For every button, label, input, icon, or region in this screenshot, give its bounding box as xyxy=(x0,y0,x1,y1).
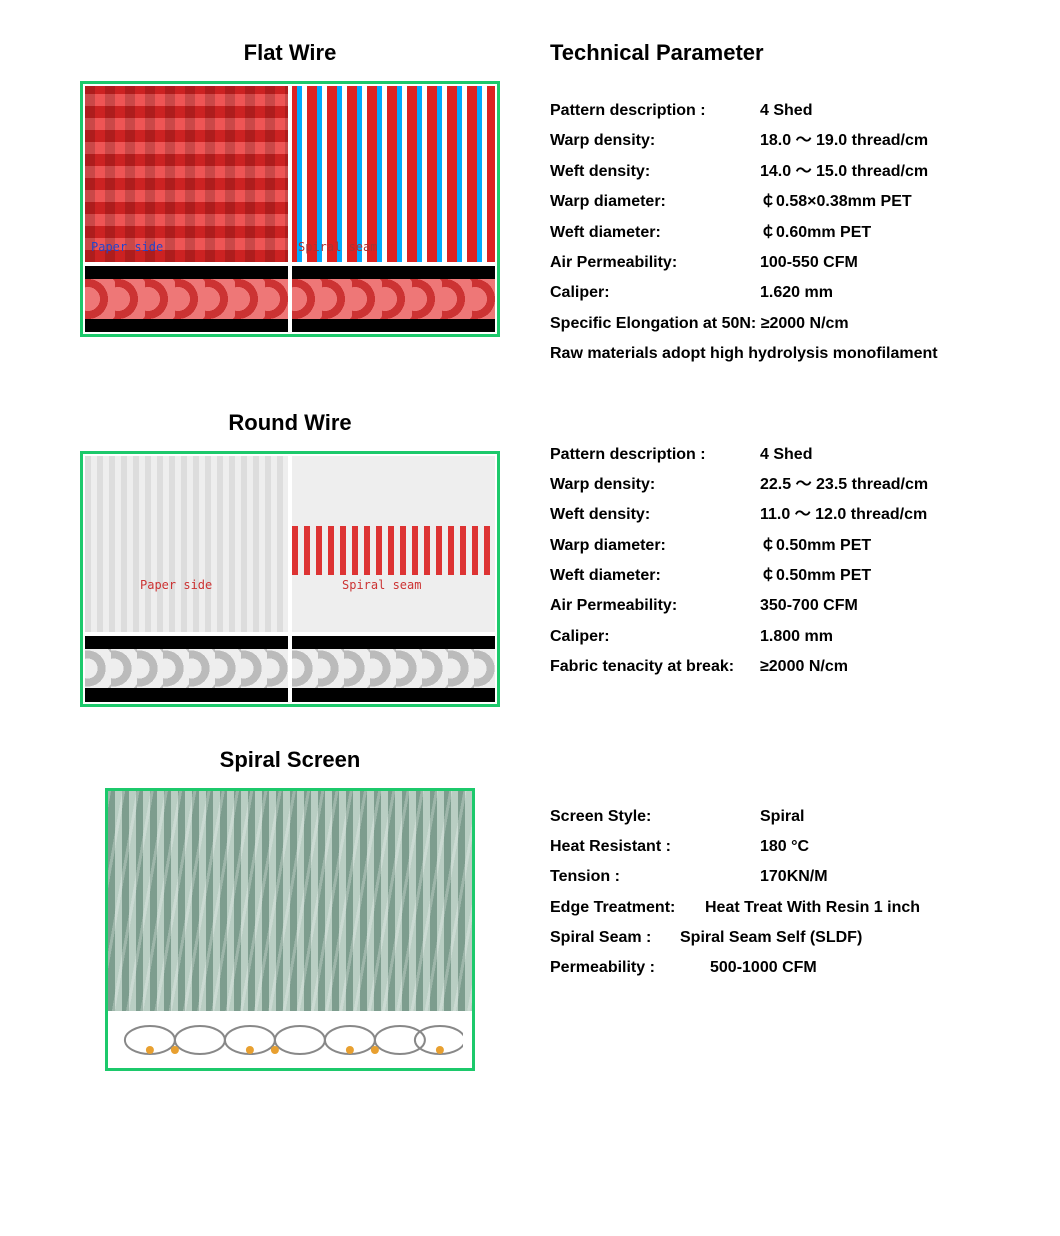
spec-row: Weft density:11.0 ～ 12.0 thread/cm xyxy=(550,500,1000,530)
flat-cross-2 xyxy=(290,264,497,334)
spec-row: Tension :170KN/M xyxy=(550,862,1000,892)
flat-wire-image-frame: Paper side Spiral seam xyxy=(80,81,500,337)
spec-extra-line: Raw materials adopt high hydrolysis mono… xyxy=(550,339,1000,369)
spiral-screen-left: Spiral Screen xyxy=(60,747,520,1071)
spec-row: Weft diameter:￠0.50mm PET xyxy=(550,561,1000,591)
technical-parameter-title: Technical Parameter xyxy=(550,40,1000,66)
spec-row: Spiral Seam :Spiral Seam Self (SLDF) xyxy=(550,923,1000,953)
spiral-diagram xyxy=(108,1011,472,1068)
round-wire-specs: Pattern description :4 Shed Warp density… xyxy=(520,410,1000,707)
section-spiral-screen: Spiral Screen xyxy=(60,747,1000,1071)
spec-row: Permeability :500-1000 CFM xyxy=(550,953,1000,983)
flat-wire-specs: Technical Parameter Pattern description … xyxy=(520,40,1000,370)
round-wire-image-frame: Paper side Spiral seam xyxy=(80,451,500,707)
round-paper-overlay: Paper side xyxy=(140,578,212,592)
round-spiral-seam-image: Spiral seam xyxy=(290,454,497,634)
spec-row: Caliper:1.800 mm xyxy=(550,622,1000,652)
spec-row: Fabric tenacity at break:≥2000 N/cm xyxy=(550,652,1000,682)
spec-row: Warp diameter:￠0.50mm PET xyxy=(550,531,1000,561)
section-round-wire: Round Wire Paper side Spiral seam Patter… xyxy=(60,410,1000,707)
spec-row: Caliper:1.620 mm xyxy=(550,278,1000,308)
flat-seam-overlay: Spiral seam xyxy=(298,240,377,254)
spec-row: Weft diameter:￠0.60mm PET xyxy=(550,218,1000,248)
round-wire-left: Round Wire Paper side Spiral seam xyxy=(60,410,520,707)
spec-row: Weft density:14.0 ～ 15.0 thread/cm xyxy=(550,157,1000,187)
spec-row: Air Permeability:350-700 CFM xyxy=(550,591,1000,621)
spec-row: Heat Resistant :180 °C xyxy=(550,832,1000,862)
flat-paper-overlay: Paper side xyxy=(91,240,163,254)
round-seam-overlay: Spiral seam xyxy=(342,578,421,592)
section-flat-wire: Flat Wire Paper side Spiral seam Technic… xyxy=(60,40,1000,370)
spec-row: Pattern description :4 Shed xyxy=(550,96,1000,126)
round-paper-side-image: Paper side xyxy=(83,454,290,634)
spec-row: Screen Style:Spiral xyxy=(550,802,1000,832)
spec-row: Warp density:18.0 ～ 19.0 thread/cm xyxy=(550,126,1000,156)
spec-row: Pattern description :4 Shed xyxy=(550,440,1000,470)
spec-row: Warp density:22.5 ～ 23.5 thread/cm xyxy=(550,470,1000,500)
flat-paper-side-image: Paper side xyxy=(83,84,290,264)
round-wire-title: Round Wire xyxy=(228,410,351,436)
spec-extra-line: Specific Elongation at 50N: ≥2000 N/cm xyxy=(550,309,1000,339)
flat-spiral-seam-image: Spiral seam xyxy=(290,84,497,264)
spiral-screen-image-frame xyxy=(105,788,475,1071)
spiral-screen-title: Spiral Screen xyxy=(220,747,361,773)
spiral-mesh-image xyxy=(108,791,472,1011)
flat-wire-left: Flat Wire Paper side Spiral seam xyxy=(60,40,520,370)
flat-cross-1 xyxy=(83,264,290,334)
round-cross-2 xyxy=(290,634,497,704)
flat-wire-title: Flat Wire xyxy=(244,40,337,66)
spiral-screen-specs: Screen Style:Spiral Heat Resistant :180 … xyxy=(520,747,1000,1071)
spec-row: Edge Treatment:Heat Treat With Resin 1 i… xyxy=(550,893,1000,923)
spec-row: Warp diameter:￠0.58×0.38mm PET xyxy=(550,187,1000,217)
spec-row: Air Permeability:100-550 CFM xyxy=(550,248,1000,278)
spiral-link-icon xyxy=(117,1020,463,1060)
round-cross-1 xyxy=(83,634,290,704)
